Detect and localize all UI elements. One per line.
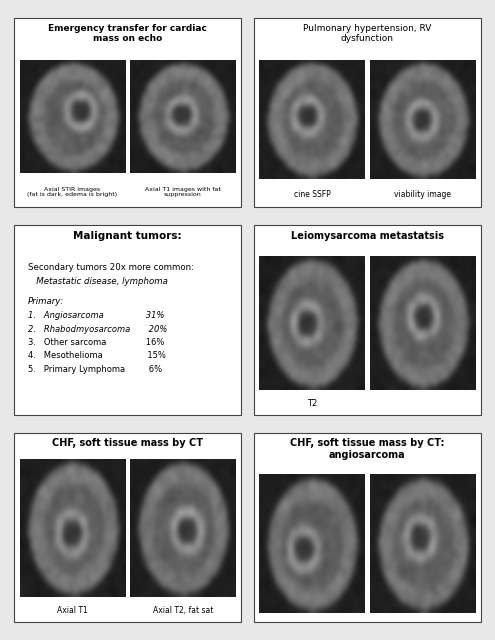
Text: Axial T1 images with fat
suppression: Axial T1 images with fat suppression [145,187,221,197]
Text: Pulmonary hypertension, RV
dysfunction: Pulmonary hypertension, RV dysfunction [303,24,432,43]
Text: Secondary tumors 20x more common:: Secondary tumors 20x more common: [28,263,194,272]
Text: Malignant tumors:: Malignant tumors: [73,231,182,241]
FancyBboxPatch shape [14,225,242,415]
Text: CHF, soft tissue mass by CT: CHF, soft tissue mass by CT [52,438,203,449]
Text: CHF, soft tissue mass by CT:
angiosarcoma: CHF, soft tissue mass by CT: angiosarcom… [290,438,445,460]
Text: 5.   Primary Lymphoma         6%: 5. Primary Lymphoma 6% [28,365,162,374]
Text: Axial T2, fat sat: Axial T2, fat sat [153,607,213,616]
Text: Leiomysarcoma metastatsis: Leiomysarcoma metastatsis [291,231,444,241]
FancyBboxPatch shape [14,18,242,207]
FancyBboxPatch shape [253,18,481,207]
FancyBboxPatch shape [14,433,242,622]
Text: viability image: viability image [395,190,451,199]
Text: Axial T1: Axial T1 [57,607,88,616]
Text: 1.   Angiosarcoma                31%: 1. Angiosarcoma 31% [28,311,164,320]
Text: Primary:: Primary: [28,298,64,307]
Text: Metastatic disease, lymphoma: Metastatic disease, lymphoma [28,277,167,286]
FancyBboxPatch shape [253,225,481,415]
Text: 3.   Other sarcoma               16%: 3. Other sarcoma 16% [28,338,164,347]
Text: 2.   Rhabodmyosarcoma       20%: 2. Rhabodmyosarcoma 20% [28,324,167,333]
Text: cine SSFP: cine SSFP [294,190,330,199]
Text: Axial STIR images
(fat is dark, edema is bright): Axial STIR images (fat is dark, edema is… [27,187,117,197]
FancyBboxPatch shape [253,433,481,622]
Text: Emergency transfer for cardiac
mass on echo: Emergency transfer for cardiac mass on e… [48,24,207,43]
Text: 4.   Mesothelioma                 15%: 4. Mesothelioma 15% [28,351,165,360]
Text: T2: T2 [307,399,317,408]
